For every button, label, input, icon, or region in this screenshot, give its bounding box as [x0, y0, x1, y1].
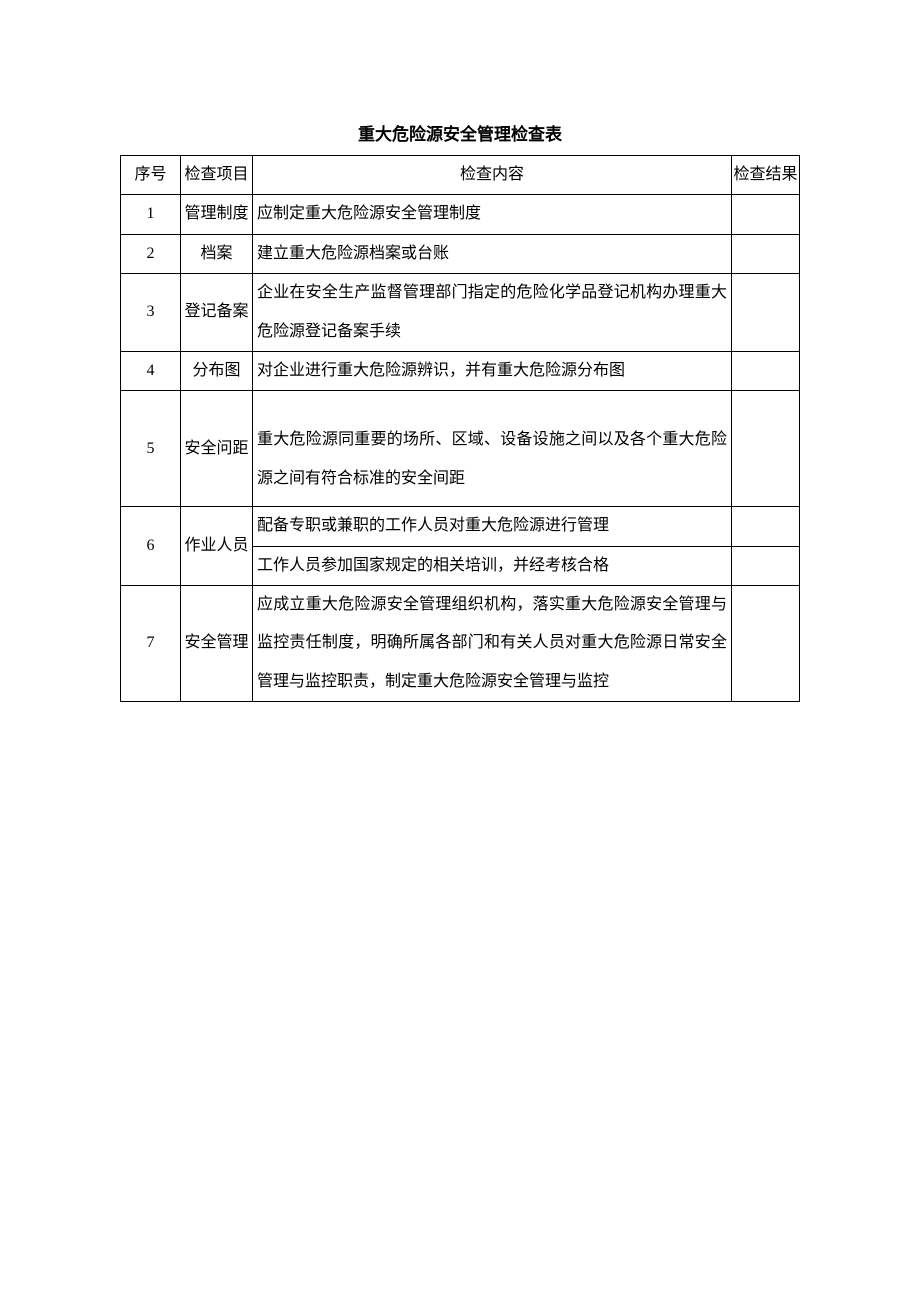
- cell-item: 管理制度: [181, 195, 253, 234]
- table-row: 7 安全管理 应成立重大危险源安全管理组织机构，落实重大危险源安全管理与监控责任…: [121, 585, 800, 701]
- cell-item: 安全管理: [181, 585, 253, 701]
- cell-seq: 1: [121, 195, 181, 234]
- cell-seq: 3: [121, 274, 181, 352]
- cell-content: 企业在安全生产监督管理部门指定的危险化学品登记机构办理重大危险源登记备案手续: [253, 274, 732, 352]
- cell-content: 应制定重大危险源安全管理制度: [253, 195, 732, 234]
- cell-seq: 7: [121, 585, 181, 701]
- table-title: 重大危险源安全管理检查表: [120, 120, 800, 145]
- cell-result: [732, 351, 800, 390]
- cell-seq: 2: [121, 234, 181, 273]
- header-content: 检查内容: [253, 156, 732, 195]
- header-item: 检查项目: [181, 156, 253, 195]
- cell-item: 作业人员: [181, 507, 253, 586]
- cell-content: 工作人员参加国家规定的相关培训，并经考核合格: [253, 546, 732, 585]
- cell-result: [732, 234, 800, 273]
- cell-seq: 4: [121, 351, 181, 390]
- cell-seq: 5: [121, 391, 181, 507]
- header-result: 检查结果: [732, 156, 800, 195]
- cell-content: 建立重大危险源档案或台账: [253, 234, 732, 273]
- table-row: 5 安全问距 重大危险源同重要的场所、区域、设备设施之间以及各个重大危险源之间有…: [121, 391, 800, 507]
- cell-content: 对企业进行重大危险源辨识，并有重大危险源分布图: [253, 351, 732, 390]
- cell-item: 分布图: [181, 351, 253, 390]
- cell-result: [732, 274, 800, 352]
- cell-item: 安全问距: [181, 391, 253, 507]
- cell-seq: 6: [121, 507, 181, 586]
- cell-item: 登记备案: [181, 274, 253, 352]
- table-row: 3 登记备案 企业在安全生产监督管理部门指定的危险化学品登记机构办理重大危险源登…: [121, 274, 800, 352]
- cell-content: 应成立重大危险源安全管理组织机构，落实重大危险源安全管理与监控责任制度，明确所属…: [253, 585, 732, 701]
- table-row: 2 档案 建立重大危险源档案或台账: [121, 234, 800, 273]
- cell-item: 档案: [181, 234, 253, 273]
- table-header-row: 序号 检查项目 检查内容 检查结果: [121, 156, 800, 195]
- cell-result: [732, 546, 800, 585]
- checklist-table: 序号 检查项目 检查内容 检查结果 1 管理制度 应制定重大危险源安全管理制度 …: [120, 155, 800, 702]
- cell-result: [732, 391, 800, 507]
- table-row: 1 管理制度 应制定重大危险源安全管理制度: [121, 195, 800, 234]
- cell-result: [732, 195, 800, 234]
- table-row: 6 作业人员 配备专职或兼职的工作人员对重大危险源进行管理: [121, 507, 800, 546]
- cell-content: 配备专职或兼职的工作人员对重大危险源进行管理: [253, 507, 732, 546]
- header-seq: 序号: [121, 156, 181, 195]
- cell-result: [732, 585, 800, 701]
- cell-content: 重大危险源同重要的场所、区域、设备设施之间以及各个重大危险源之间有符合标准的安全…: [253, 391, 732, 507]
- table-row: 4 分布图 对企业进行重大危险源辨识，并有重大危险源分布图: [121, 351, 800, 390]
- cell-result: [732, 507, 800, 546]
